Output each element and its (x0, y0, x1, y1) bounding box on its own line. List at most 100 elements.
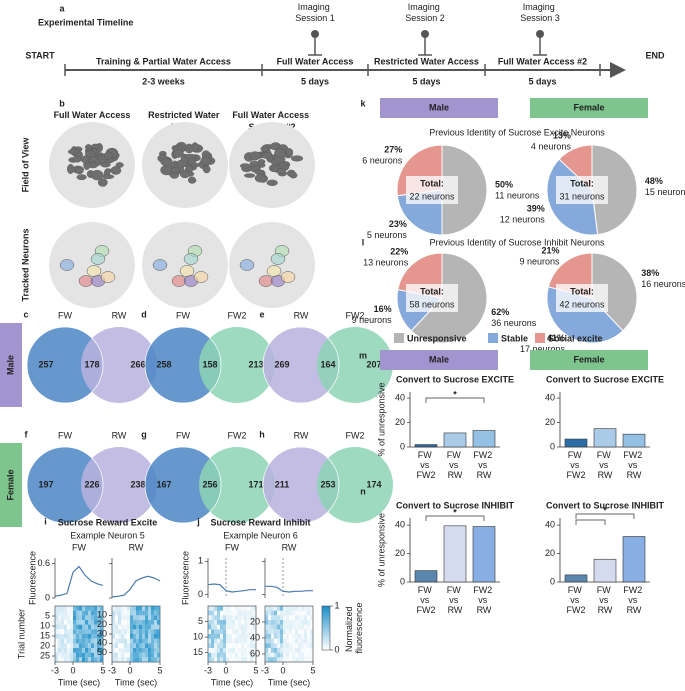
heatmap-cell (211, 643, 214, 648)
phase-label: Full Water Access #2 (498, 56, 587, 66)
panel-letter: i (44, 516, 47, 526)
heatmap-cell (265, 652, 268, 658)
heatmap-cell (217, 643, 220, 648)
heatmap-cell (67, 615, 70, 620)
heatmap-cell (151, 643, 154, 648)
heatmap-cell (268, 615, 271, 620)
bar (443, 525, 467, 583)
heatmap-cell (238, 629, 241, 634)
venn-count: 167 (156, 479, 171, 489)
heatmap-cell (295, 657, 298, 662)
heatmap-cell (145, 643, 148, 648)
heatmap-cell (64, 624, 67, 630)
total-label: Total: (420, 178, 444, 188)
heatmap-cell (208, 638, 211, 644)
heatmap-cell (223, 606, 226, 611)
heatmap-cell (94, 624, 97, 630)
heatmap-cell (82, 634, 85, 639)
heatmap-cell (79, 624, 82, 630)
heatmap-cell (232, 653, 235, 658)
heatmap-cell (142, 610, 145, 616)
pie-percent: 23% (389, 219, 407, 229)
neuron-blob (257, 159, 266, 165)
panel-letter: c (23, 309, 28, 319)
heatmap-cell (100, 657, 103, 662)
heatmap-cell (157, 638, 160, 644)
heatmap-cell (241, 624, 244, 630)
heatmap-cell (85, 648, 88, 653)
heatmap-cell (76, 610, 79, 616)
heatmap-cell (226, 606, 229, 611)
heatmap-cell (250, 629, 253, 634)
heatmap-cell (307, 634, 310, 639)
neuron-blob (202, 165, 211, 174)
heatmap-cell (286, 629, 289, 634)
heatmap-cell (124, 615, 127, 620)
heatmap-cell (268, 606, 271, 611)
y-tick-label: 0 (550, 576, 555, 586)
view-circle (229, 222, 315, 308)
x-tick-label: 5 (253, 665, 258, 675)
heatmap-cell (121, 643, 124, 648)
chart-title: Convert to Sucrose EXCITE (546, 374, 664, 384)
heatmap-cell (88, 620, 91, 625)
heatmap-cell (148, 615, 151, 620)
venn-outline (26, 326, 104, 404)
heatmap-cell (82, 610, 85, 616)
total-box (556, 176, 608, 204)
heatmap-cell (130, 652, 133, 658)
heatmap-cell (274, 620, 277, 625)
heatmap-cell (85, 606, 88, 611)
heatmap-cell (271, 634, 274, 639)
heatmap-cell (301, 606, 304, 611)
heatmap-cell (289, 620, 292, 625)
heatmap-cell (265, 643, 268, 648)
heatmap-cell (280, 610, 283, 616)
heatmap-cell (70, 652, 73, 658)
trial-tick-label: 30 (97, 628, 107, 638)
heatmap-cell (277, 615, 280, 620)
bar (593, 558, 617, 583)
tracked-neuron (59, 259, 75, 271)
set-label: FW2 (346, 310, 365, 320)
heatmap-cell (112, 638, 115, 644)
row-label: Field of View (20, 137, 30, 193)
chart-title: Previous Identity of Sucrose Inhibit Neu… (429, 237, 605, 247)
heatmap-cell (229, 657, 232, 662)
heatmap-cell (88, 629, 91, 634)
bar (472, 430, 496, 448)
panel-letter: a (59, 3, 65, 13)
heatmap-cell (223, 634, 226, 639)
chart-title: Convert to Sucrose INHIBIT (396, 500, 515, 510)
heatmap-cell (97, 648, 100, 653)
heatmap-cell (301, 615, 304, 620)
bar (564, 574, 588, 583)
venn-set (81, 447, 157, 523)
heatmap-cell (121, 634, 124, 639)
heatmap-cell (94, 638, 97, 644)
heatmap-cell (73, 615, 76, 620)
heatmap-cell (268, 657, 271, 662)
heatmap-cell (97, 643, 100, 648)
heatmap-cell (55, 643, 58, 648)
heatmap-cell (79, 657, 82, 662)
heatmap-cell (115, 629, 118, 634)
heatmap-cell (253, 643, 256, 648)
heatmap-cell (133, 606, 136, 611)
heatmap-cell (130, 638, 133, 644)
heatmap-cell (58, 620, 61, 625)
neuron-blob (76, 174, 87, 181)
venn-count: 213 (248, 359, 263, 369)
heatmap-cell (232, 629, 235, 634)
heatmap-cell (223, 624, 226, 630)
heatmap-cell (280, 615, 283, 620)
venn-count: 158 (202, 359, 217, 369)
neuron-blob (261, 152, 272, 159)
heatmap-cell (127, 648, 130, 653)
x-tick-label: FW2 vs RW (623, 585, 645, 615)
heatmap-cell (154, 638, 157, 644)
heatmap-cell (268, 620, 271, 625)
heatmap-cell (100, 638, 103, 644)
heatmap-cell (61, 652, 64, 658)
x-tick-label: FW vs RW (597, 450, 614, 480)
